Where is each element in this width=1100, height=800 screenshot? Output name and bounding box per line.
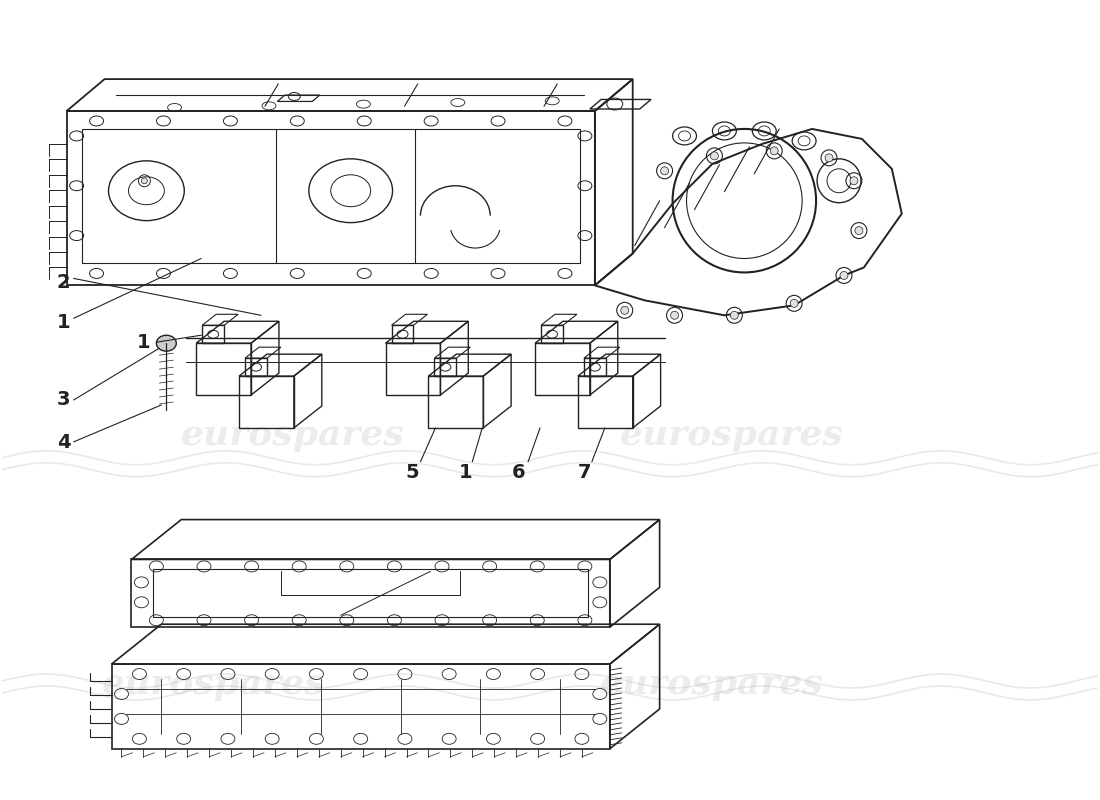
Text: 1: 1 <box>136 333 150 352</box>
Ellipse shape <box>711 152 718 160</box>
Ellipse shape <box>661 167 669 174</box>
Text: eurospares: eurospares <box>101 667 326 701</box>
Ellipse shape <box>730 311 738 319</box>
Ellipse shape <box>620 306 629 314</box>
Ellipse shape <box>790 299 799 307</box>
Ellipse shape <box>825 154 833 162</box>
Text: eurospares: eurospares <box>182 418 405 452</box>
Ellipse shape <box>850 177 858 185</box>
Text: 2: 2 <box>57 274 70 292</box>
Text: 7: 7 <box>578 462 592 482</box>
Text: 3: 3 <box>57 390 70 409</box>
Ellipse shape <box>770 147 778 155</box>
Ellipse shape <box>855 226 862 234</box>
Text: eurospares: eurospares <box>600 667 824 701</box>
Ellipse shape <box>840 271 848 279</box>
Text: eurospares: eurospares <box>619 418 844 452</box>
Text: 4: 4 <box>57 433 70 452</box>
Text: 6: 6 <box>513 462 526 482</box>
Text: 1: 1 <box>57 314 70 332</box>
Text: 1: 1 <box>459 462 472 482</box>
Ellipse shape <box>142 178 147 184</box>
Text: 5: 5 <box>406 462 419 482</box>
Ellipse shape <box>671 311 679 319</box>
Ellipse shape <box>156 335 176 351</box>
